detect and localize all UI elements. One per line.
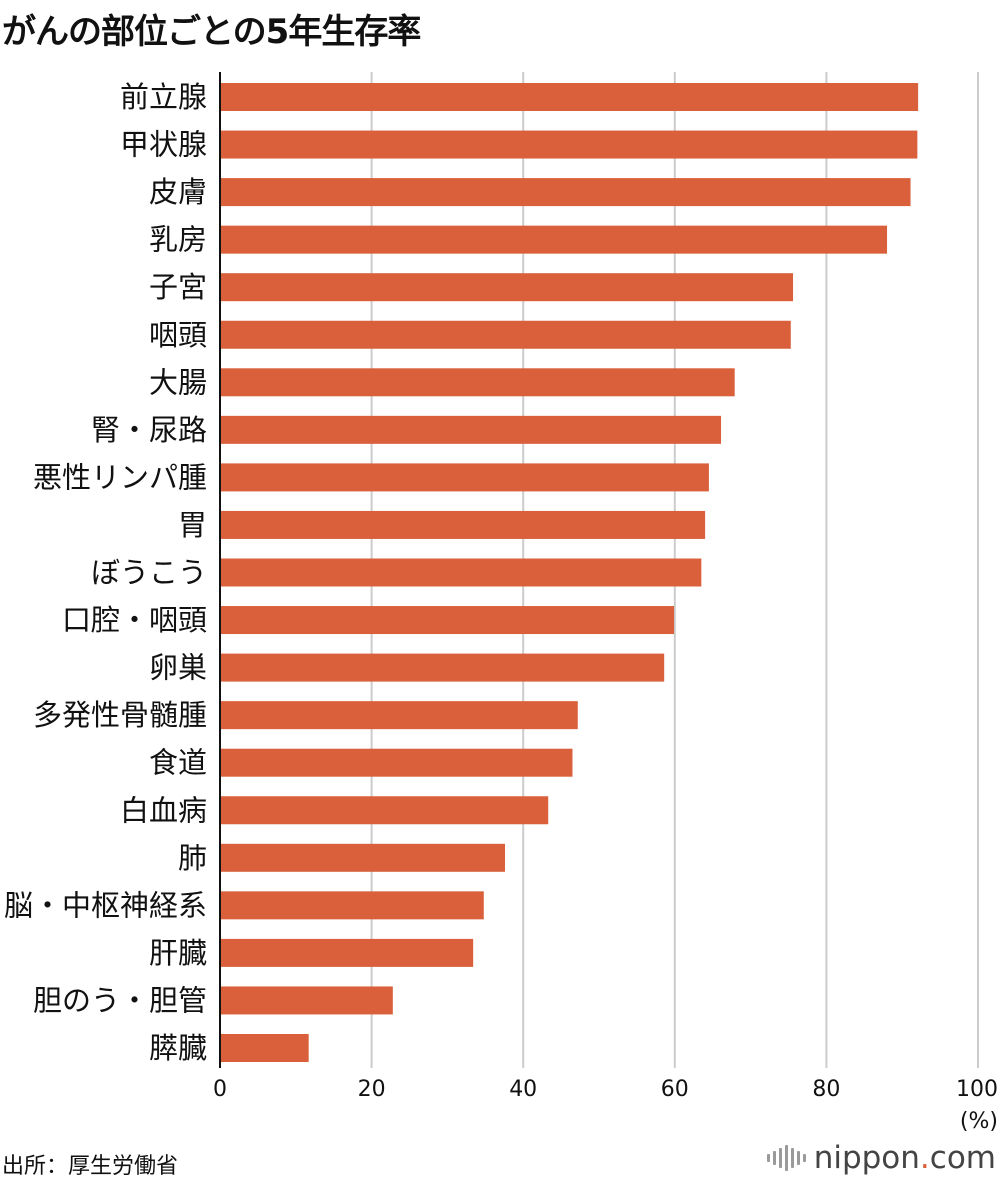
category-label: 胃 xyxy=(178,508,207,542)
bar xyxy=(220,938,474,967)
brand-logo: nippon.com xyxy=(766,1140,996,1176)
category-label: 悪性リンパ腫 xyxy=(33,460,207,494)
category-label: 肝臓 xyxy=(149,936,207,970)
category-label: 膵臓 xyxy=(149,1031,207,1065)
bar xyxy=(220,415,722,444)
bar xyxy=(220,796,549,825)
category-labels: 前立腺甲状腺皮膚乳房子宮咽頭大腸腎・尿路悪性リンパ腫胃ぼうこう口腔・咽頭卵巣多発… xyxy=(4,80,207,1065)
category-label: 胆のう・胆管 xyxy=(33,983,207,1017)
x-tick-label: 0 xyxy=(213,1077,227,1102)
bar xyxy=(220,1034,309,1062)
bar xyxy=(220,368,735,397)
x-tick-labels: 0 20 40 60 80 100 xyxy=(213,1077,998,1102)
bar xyxy=(220,701,578,730)
x-tick-label: 40 xyxy=(509,1077,537,1102)
category-label: 腎・尿路 xyxy=(91,413,207,447)
category-label: 脳・中枢神経系 xyxy=(4,888,207,922)
brand-mark-icon xyxy=(766,1143,806,1173)
bar xyxy=(220,558,702,587)
bar xyxy=(220,463,709,492)
category-label: 白血病 xyxy=(120,793,207,827)
category-label: 食道 xyxy=(149,746,207,780)
brand-tld: com xyxy=(929,1140,996,1176)
category-label: 甲状腺 xyxy=(120,128,207,162)
x-tick-label: 60 xyxy=(661,1077,689,1102)
category-label: 口腔・咽頭 xyxy=(62,603,207,637)
bars xyxy=(220,83,919,1062)
category-label: 前立腺 xyxy=(120,80,207,114)
bar xyxy=(220,653,665,682)
bar xyxy=(220,178,911,207)
bar xyxy=(220,510,706,539)
brand-name: nippon xyxy=(813,1140,920,1176)
category-label: 卵巣 xyxy=(149,651,207,685)
x-tick-label: 100 xyxy=(956,1077,998,1102)
bar xyxy=(220,986,393,1015)
bar xyxy=(220,130,918,159)
category-label: 乳房 xyxy=(149,223,207,257)
x-tick-label: 80 xyxy=(812,1077,840,1102)
category-label: 皮膚 xyxy=(149,175,207,209)
bar xyxy=(220,843,506,872)
source-note: 出所：厚生労働省 xyxy=(2,1154,179,1179)
bar xyxy=(220,225,888,254)
category-label: 大腸 xyxy=(149,365,207,399)
x-axis-unit-label: (%) xyxy=(960,1109,998,1134)
category-label: ぼうこう xyxy=(91,556,207,590)
category-label: 多発性骨髄腫 xyxy=(33,698,207,732)
bar xyxy=(220,273,794,302)
bar xyxy=(220,320,791,349)
category-label: 肺 xyxy=(178,841,207,875)
x-tick-label: 20 xyxy=(358,1077,386,1102)
bar-chart: 前立腺甲状腺皮膚乳房子宮咽頭大腸腎・尿路悪性リンパ腫胃ぼうこう口腔・咽頭卵巣多発… xyxy=(4,72,998,1134)
bar xyxy=(220,891,484,920)
bar xyxy=(220,606,675,635)
brand-dot: . xyxy=(919,1140,930,1176)
bar xyxy=(220,748,573,777)
bar xyxy=(220,83,919,111)
chart-title: がんの部位ごとの5年生存率 xyxy=(2,12,421,52)
category-label: 咽頭 xyxy=(149,318,207,352)
category-label: 子宮 xyxy=(149,270,207,304)
